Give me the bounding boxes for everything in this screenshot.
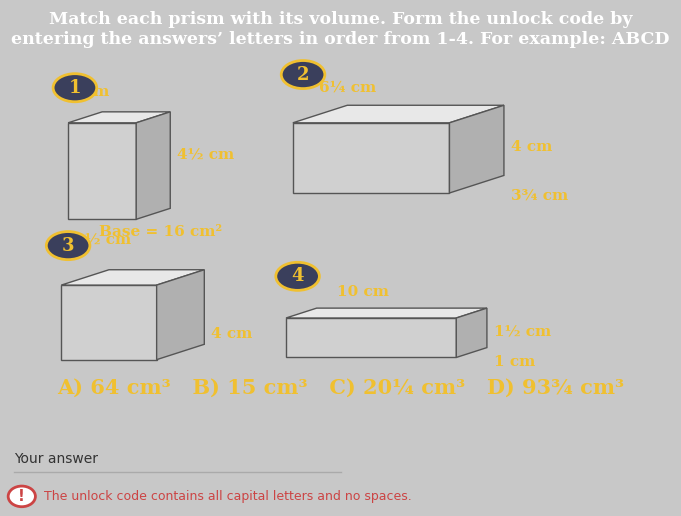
Polygon shape	[157, 270, 204, 360]
Polygon shape	[286, 318, 456, 358]
Text: 1½ cm: 1½ cm	[494, 325, 551, 339]
Polygon shape	[293, 105, 504, 123]
Text: 3: 3	[62, 237, 74, 254]
Text: 4½ cm: 4½ cm	[177, 148, 234, 162]
Text: 4 cm: 4 cm	[211, 327, 253, 341]
Polygon shape	[61, 285, 157, 360]
Polygon shape	[68, 112, 170, 123]
Text: 4: 4	[291, 267, 304, 285]
Text: 1 cm: 1 cm	[494, 356, 535, 369]
Text: A) 64 cm³   B) 15 cm³   C) 20¼ cm³   D) 93¾ cm³: A) 64 cm³ B) 15 cm³ C) 20¼ cm³ D) 93¾ cm…	[57, 378, 624, 398]
Circle shape	[46, 232, 90, 260]
Text: 1½ cm: 1½ cm	[74, 232, 131, 247]
Polygon shape	[456, 308, 487, 358]
Text: Your answer: Your answer	[14, 452, 97, 466]
Text: entering the answers’ letters in order from 1-4. For example: ABCD: entering the answers’ letters in order f…	[12, 31, 669, 47]
Text: 3 cm: 3 cm	[68, 85, 109, 99]
Text: 10 cm: 10 cm	[336, 285, 389, 299]
Polygon shape	[449, 105, 504, 193]
Polygon shape	[61, 270, 204, 285]
Text: 3¾ cm: 3¾ cm	[511, 188, 568, 203]
Text: Base = 16 cm²: Base = 16 cm²	[99, 225, 222, 239]
Polygon shape	[68, 123, 136, 219]
Polygon shape	[286, 308, 487, 318]
Text: 1: 1	[69, 79, 81, 96]
Text: The unlock code contains all capital letters and no spaces.: The unlock code contains all capital let…	[44, 490, 412, 503]
Text: !: !	[18, 489, 25, 504]
Text: 6¼ cm: 6¼ cm	[319, 80, 377, 94]
Text: 4 cm: 4 cm	[511, 140, 552, 154]
Text: Match each prism with its volume. Form the unlock code by: Match each prism with its volume. Form t…	[49, 11, 632, 28]
Polygon shape	[136, 112, 170, 219]
Circle shape	[276, 262, 319, 291]
Circle shape	[53, 74, 97, 102]
Polygon shape	[293, 123, 449, 193]
Text: 2: 2	[297, 66, 309, 84]
Circle shape	[281, 60, 325, 89]
